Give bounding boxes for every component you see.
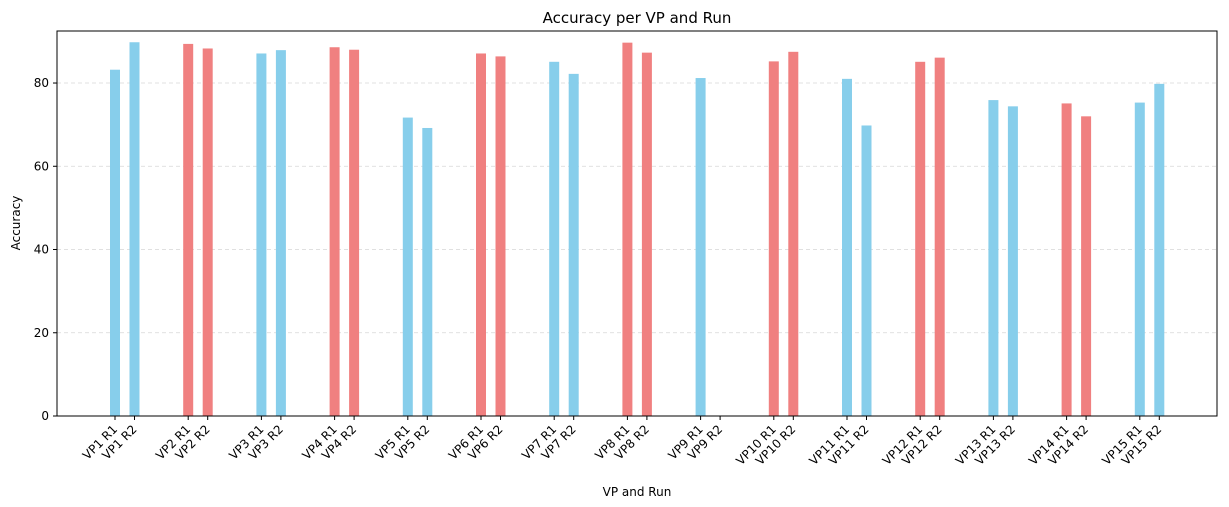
plot-frame bbox=[56, 30, 1218, 417]
y-tick-label: 60 bbox=[34, 159, 49, 173]
y-tick-label: 0 bbox=[41, 409, 49, 423]
bar-vp5-r1 bbox=[402, 117, 413, 417]
y-tick-label: 40 bbox=[34, 243, 49, 257]
bar-vp4-r1 bbox=[329, 47, 340, 417]
bar-vp3-r1 bbox=[256, 53, 267, 416]
bar-vp1-r1 bbox=[110, 69, 120, 417]
bar-vp14-r1 bbox=[1061, 103, 1072, 416]
bar-vp3-r2 bbox=[275, 50, 286, 417]
bar-vp15-r1 bbox=[1134, 102, 1145, 417]
bar-vp5-r2 bbox=[422, 127, 433, 416]
bar-vp6-r1 bbox=[476, 53, 486, 416]
bar-vp10-r2 bbox=[788, 51, 799, 416]
bar-vp13-r2 bbox=[1007, 106, 1018, 416]
bar-vp7-r1 bbox=[549, 61, 560, 417]
bar-vp11-r1 bbox=[842, 78, 852, 416]
chart-title: Accuracy per VP and Run bbox=[543, 9, 732, 27]
bar-vp8-r1 bbox=[622, 42, 633, 416]
y-gridlines bbox=[57, 82, 1217, 334]
y-axis-ticks: 0 20 40 60 80 bbox=[34, 76, 57, 423]
bar-vp4-r2 bbox=[349, 49, 360, 416]
y-tick-label: 80 bbox=[34, 76, 49, 90]
bar-vp7-r2 bbox=[568, 73, 579, 416]
bar-vp6-r2 bbox=[495, 56, 506, 416]
bar-vp12-r2 bbox=[934, 57, 945, 416]
y-tick-label: 20 bbox=[34, 326, 49, 340]
bar-vp8-r2 bbox=[641, 52, 652, 416]
bar-vp14-r2 bbox=[1081, 116, 1092, 416]
bar-series bbox=[110, 42, 1165, 417]
bar-vp1-r2 bbox=[129, 42, 140, 416]
bar-vp10-r1 bbox=[768, 61, 779, 416]
bar-vp11-r2 bbox=[861, 125, 872, 416]
bar-vp2-r1 bbox=[183, 43, 194, 416]
bar-vp9-r1 bbox=[695, 78, 706, 416]
bar-vp15-r2 bbox=[1154, 83, 1165, 416]
bar-vp13-r1 bbox=[988, 100, 999, 416]
y-axis-label: Accuracy bbox=[9, 196, 23, 251]
bar-vp2-r2 bbox=[202, 48, 213, 416]
bar-vp12-r1 bbox=[915, 61, 926, 417]
x-axis-label: VP and Run bbox=[603, 485, 672, 499]
